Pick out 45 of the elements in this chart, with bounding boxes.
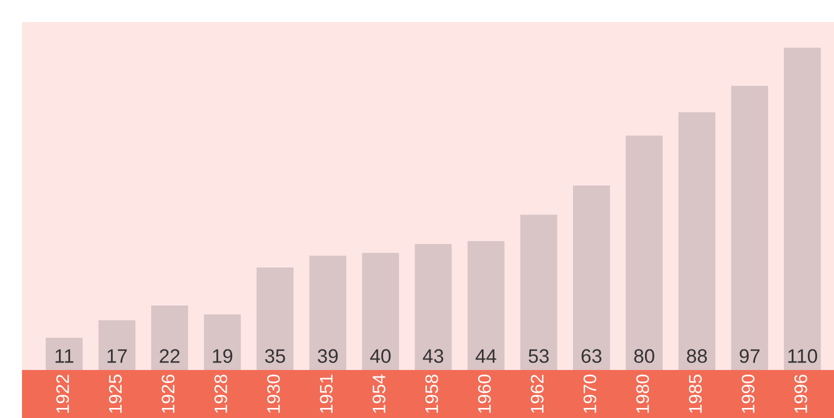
bar bbox=[784, 48, 821, 370]
data-label: 11 bbox=[56, 349, 74, 363]
data-label: 110 bbox=[788, 349, 818, 363]
bar bbox=[98, 320, 136, 370]
bar bbox=[256, 267, 294, 370]
data-label: 22 bbox=[160, 349, 180, 363]
x-tick-label: 1990 bbox=[742, 374, 754, 413]
x-tick-label: 1962 bbox=[530, 374, 544, 413]
x-tick-label: 1930 bbox=[267, 374, 280, 413]
bar bbox=[309, 256, 346, 370]
data-label: 17 bbox=[108, 349, 127, 363]
x-tick-label: 1926 bbox=[162, 374, 174, 413]
x-tick-label: 1980 bbox=[636, 374, 650, 413]
data-label: 80 bbox=[634, 349, 654, 363]
data-label: 88 bbox=[686, 349, 707, 363]
x-tick-label: 1925 bbox=[108, 374, 122, 413]
x-tick-label: 1996 bbox=[794, 374, 808, 413]
x-tick-label: 1960 bbox=[478, 374, 491, 413]
data-label: 44 bbox=[476, 349, 496, 363]
data-label: 97 bbox=[740, 349, 760, 363]
data-label: 19 bbox=[213, 349, 232, 363]
bar bbox=[468, 241, 504, 370]
x-tick-label: 1985 bbox=[688, 374, 702, 413]
bar bbox=[151, 306, 188, 370]
bar bbox=[678, 112, 716, 370]
bar bbox=[204, 314, 241, 370]
data-label: 40 bbox=[370, 349, 391, 363]
x-tick-label: 1951 bbox=[320, 374, 333, 413]
bar bbox=[46, 338, 83, 370]
bar bbox=[626, 136, 663, 370]
data-label: 63 bbox=[582, 349, 602, 363]
x-tick-label: 1954 bbox=[372, 374, 386, 413]
data-label: 39 bbox=[318, 349, 338, 363]
data-label: 53 bbox=[528, 349, 549, 363]
bar bbox=[573, 185, 610, 370]
bar bbox=[362, 252, 399, 370]
bar bbox=[414, 244, 452, 370]
x-tick-label: 1970 bbox=[584, 374, 596, 413]
bar bbox=[731, 86, 768, 370]
data-label: 35 bbox=[265, 349, 286, 363]
data-label: 43 bbox=[422, 349, 444, 363]
x-tick-label: 1928 bbox=[214, 374, 228, 413]
bar bbox=[520, 214, 558, 370]
x-tick-label: 1958 bbox=[425, 374, 438, 413]
x-tick-label: 1922 bbox=[56, 374, 70, 413]
